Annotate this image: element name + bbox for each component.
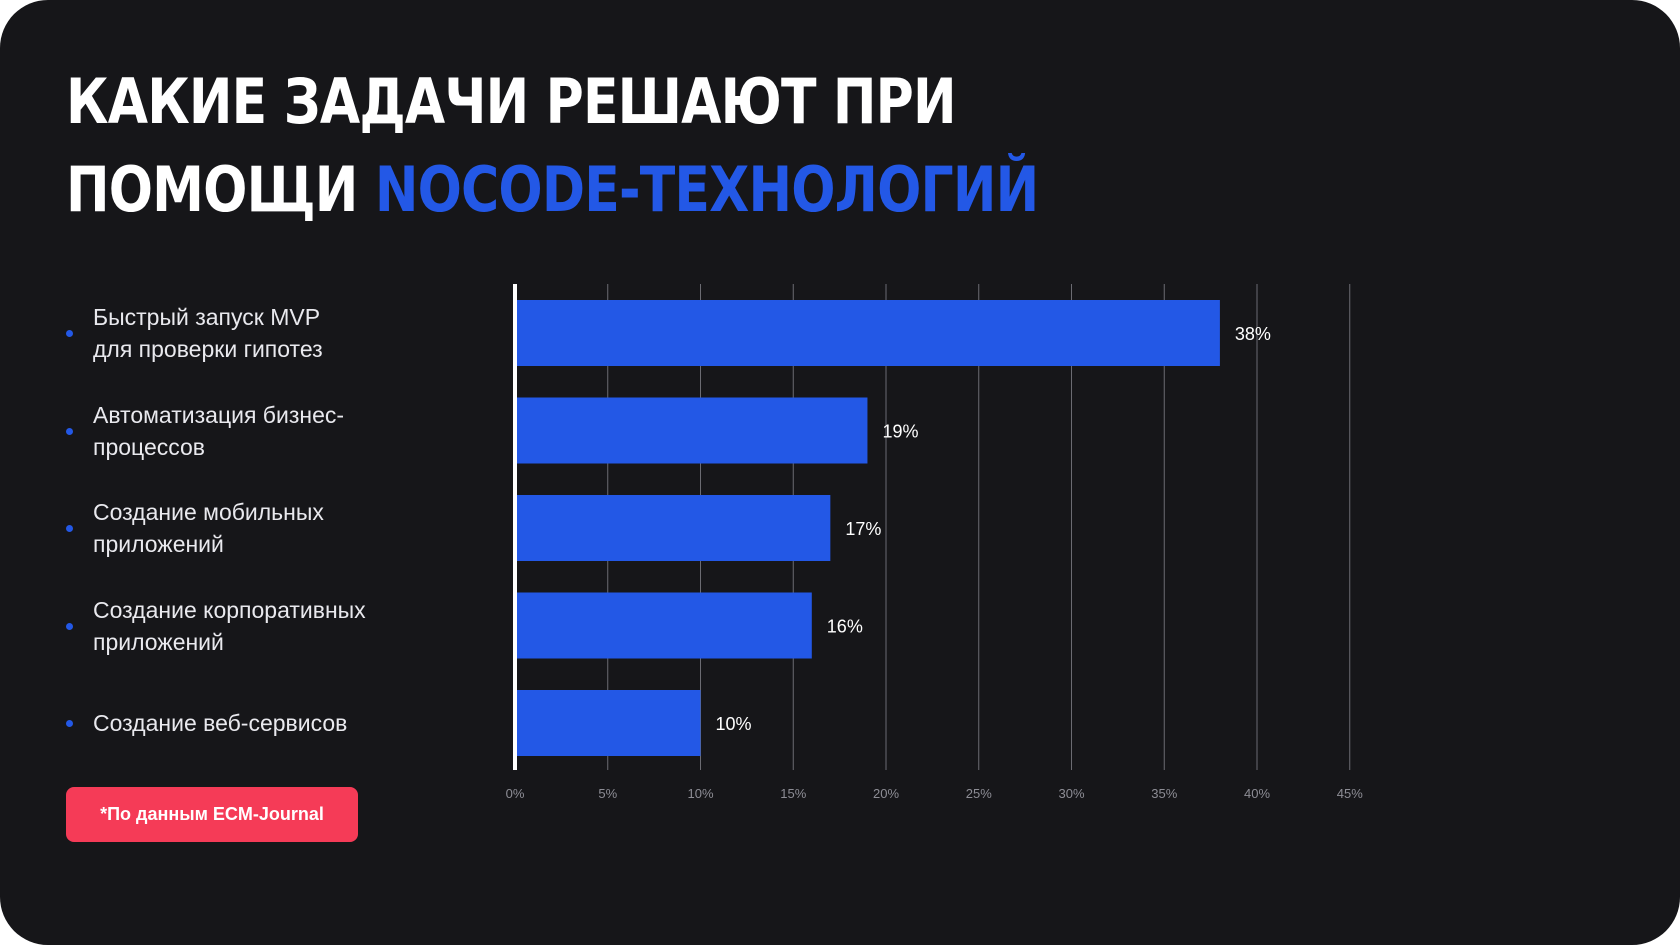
category-list-item: Создание корпоративных приложений <box>66 594 446 658</box>
category-list-item: Быстрый запуск MVP для проверки гипотез <box>66 301 446 365</box>
category-label: Создание мобильных приложений <box>93 499 324 557</box>
x-tick-label: 25% <box>966 786 992 801</box>
category-list-item: Автоматизация бизнес- процессов <box>66 399 446 463</box>
category-label: Быстрый запуск MVP для проверки гипотез <box>93 304 323 362</box>
x-tick-label: 5% <box>598 786 617 801</box>
bar-value-label: 38% <box>1235 324 1271 344</box>
bullet-icon <box>66 525 73 532</box>
x-tick-label: 40% <box>1244 786 1270 801</box>
x-tick-label: 0% <box>506 786 525 801</box>
category-list-item: Создание мобильных приложений <box>66 496 446 560</box>
category-label: Создание корпоративных приложений <box>93 596 366 655</box>
bar <box>517 495 831 561</box>
x-tick-label: 35% <box>1151 786 1177 801</box>
bar <box>517 592 812 659</box>
bar <box>517 690 701 756</box>
bar-value-label: 19% <box>882 422 918 442</box>
bar-value-label: 16% <box>827 617 863 637</box>
bullet-icon <box>66 622 73 630</box>
category-list-item: Создание веб-сервисов <box>66 707 446 739</box>
bar <box>517 397 868 464</box>
bar-value-label: 10% <box>716 714 752 734</box>
bullet-icon <box>66 330 73 337</box>
page-title: КАКИЕ ЗАДАЧИ РЕШАЮТ ПРИ ПОМОЩИ NOCODE-ТЕ… <box>66 58 1242 234</box>
x-tick-label: 10% <box>687 786 713 801</box>
x-tick-label: 45% <box>1337 786 1363 801</box>
title-main: КАКИЕ ЗАДАЧИ РЕШАЮТ ПРИ ПОМОЩИ <box>66 65 957 226</box>
title-accent: NOCODE-ТЕХНОЛОГИЙ <box>374 153 1039 226</box>
bullet-icon <box>66 427 73 435</box>
x-tick-label: 15% <box>780 786 806 801</box>
x-tick-label: 30% <box>1058 786 1084 801</box>
bar-value-label: 17% <box>845 519 881 539</box>
x-tick-label: 20% <box>873 786 899 801</box>
category-label: Создание веб-сервисов <box>93 710 348 736</box>
category-label: Автоматизация бизнес- процессов <box>93 401 345 460</box>
bar <box>517 300 1220 366</box>
bullet-icon <box>66 720 73 727</box>
source-badge: *По данным ECM-Journal <box>66 787 358 842</box>
